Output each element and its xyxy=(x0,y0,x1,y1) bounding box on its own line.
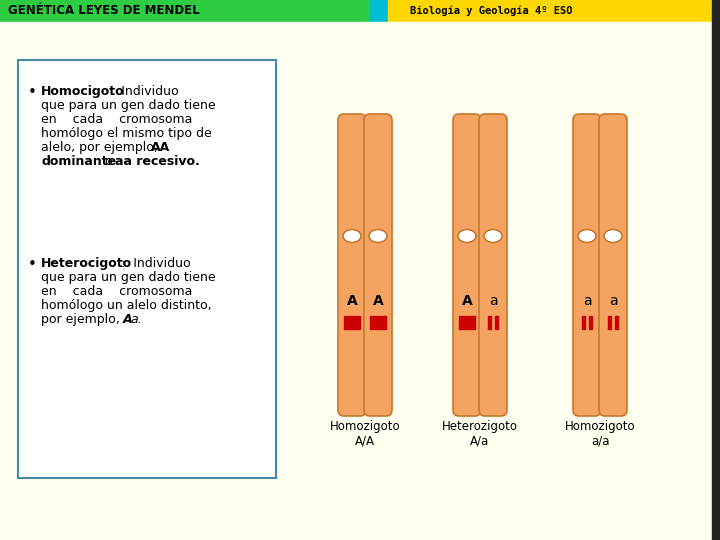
Text: A: A xyxy=(373,294,383,308)
FancyBboxPatch shape xyxy=(573,114,601,416)
Text: Heterozigoto
A/a: Heterozigoto A/a xyxy=(442,420,518,448)
FancyBboxPatch shape xyxy=(364,114,392,416)
FancyBboxPatch shape xyxy=(338,114,366,416)
Text: a: a xyxy=(582,294,591,308)
Bar xyxy=(18,60,276,478)
Text: •: • xyxy=(28,257,37,272)
Ellipse shape xyxy=(458,230,476,242)
FancyBboxPatch shape xyxy=(479,114,507,416)
Bar xyxy=(615,316,618,329)
Text: Biología y Geología 4º ESO: Biología y Geología 4º ESO xyxy=(410,6,572,16)
Text: :  Individuo: : Individuo xyxy=(121,257,191,270)
Text: GENÉTICA LEYES DE MENDEL: GENÉTICA LEYES DE MENDEL xyxy=(8,4,199,17)
Text: a.: a. xyxy=(130,313,142,326)
Text: A: A xyxy=(462,294,472,308)
Text: por ejemplo,: por ejemplo, xyxy=(41,313,127,326)
Bar xyxy=(495,316,498,329)
Text: que para un gen dado tiene: que para un gen dado tiene xyxy=(41,99,215,112)
Text: a: a xyxy=(489,294,498,308)
Text: en    cada    cromosoma: en cada cromosoma xyxy=(41,285,192,298)
Bar xyxy=(608,316,611,329)
Bar xyxy=(459,316,475,329)
Text: Homozigoto
a/a: Homozigoto a/a xyxy=(564,420,635,448)
Text: a: a xyxy=(608,294,617,308)
Text: •: • xyxy=(28,85,37,100)
Bar xyxy=(0,22,720,30)
Text: homólogo un alelo distinto,: homólogo un alelo distinto, xyxy=(41,299,212,312)
Text: en    cada    cromosoma: en cada cromosoma xyxy=(41,113,192,126)
Ellipse shape xyxy=(369,230,387,242)
Text: aa recesivo.: aa recesivo. xyxy=(115,155,199,168)
Text: Homozigoto
A/A: Homozigoto A/A xyxy=(330,420,400,448)
Bar xyxy=(370,316,386,329)
Ellipse shape xyxy=(578,230,596,242)
FancyBboxPatch shape xyxy=(453,114,481,416)
Text: :  Individuo: : Individuo xyxy=(109,85,179,98)
Ellipse shape xyxy=(343,230,361,242)
FancyBboxPatch shape xyxy=(599,114,627,416)
Bar xyxy=(388,0,720,22)
Text: dominante: dominante xyxy=(41,155,116,168)
Bar xyxy=(370,0,388,22)
Text: A: A xyxy=(123,313,132,326)
Text: que para un gen dado tiene: que para un gen dado tiene xyxy=(41,271,215,284)
Ellipse shape xyxy=(604,230,622,242)
Text: alelo, por ejemplo,: alelo, por ejemplo, xyxy=(41,141,166,154)
Text: Heterocigoto: Heterocigoto xyxy=(41,257,132,270)
Bar xyxy=(488,316,491,329)
Bar xyxy=(582,316,585,329)
Text: Homocigoto: Homocigoto xyxy=(41,85,125,98)
Bar xyxy=(589,316,592,329)
Bar xyxy=(0,0,370,22)
Text: A: A xyxy=(346,294,357,308)
Text: o: o xyxy=(101,155,117,168)
Text: homólogo el mismo tipo de: homólogo el mismo tipo de xyxy=(41,127,212,140)
Ellipse shape xyxy=(484,230,502,242)
Bar xyxy=(712,0,720,540)
Bar xyxy=(344,316,360,329)
Text: AA: AA xyxy=(151,141,170,154)
